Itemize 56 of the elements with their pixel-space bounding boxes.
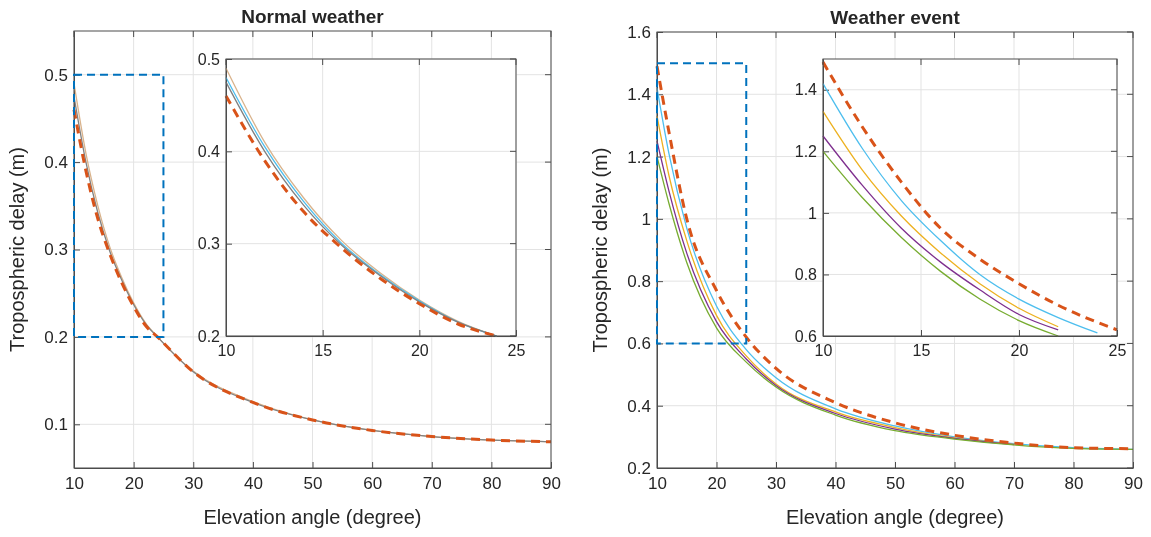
- x-tick-label: 10: [814, 342, 833, 360]
- x-tick-label: 10: [217, 342, 236, 360]
- x-tick-label: 70: [1005, 474, 1024, 494]
- y-tick-label: 0.4: [627, 396, 651, 416]
- x-tick-label: 15: [912, 342, 931, 360]
- x-tick-label: 50: [303, 474, 323, 494]
- x-tick-label: 90: [1124, 474, 1143, 494]
- y-tick-label: 0.4: [44, 153, 68, 173]
- y-axis-title: Tropospheric delay (m): [589, 147, 611, 353]
- y-tick-label: 0.2: [627, 458, 651, 478]
- y-tick-label: 0.8: [794, 266, 818, 284]
- x-tick-label: 10: [65, 474, 84, 494]
- x-axis-title: Elevation angle (degree): [786, 506, 1004, 528]
- y-tick-label: 0.5: [197, 50, 221, 68]
- x-tick-label: 60: [945, 474, 965, 494]
- y-tick-label: 1: [808, 204, 818, 222]
- line-series: [822, 82, 1099, 334]
- line-series: [821, 60, 1119, 332]
- x-tick-label: 60: [363, 474, 383, 494]
- x-tick-label: 40: [243, 474, 263, 494]
- x-tick-label: 50: [886, 474, 905, 494]
- x-tick-label: 25: [507, 342, 526, 360]
- x-tick-label: 90: [542, 474, 561, 494]
- y-tick-label: 1.2: [627, 147, 651, 167]
- y-tick-label: 1.4: [794, 81, 818, 99]
- x-tick-label: 80: [482, 474, 502, 494]
- x-tick-label: 20: [410, 342, 429, 360]
- x-tick-label: 70: [422, 474, 442, 494]
- y-tick-label: 0.3: [197, 235, 221, 253]
- y-tick-label: 1.6: [627, 22, 651, 42]
- x-axis-title: Elevation angle (degree): [203, 506, 422, 528]
- x-tick-label: 80: [1064, 474, 1084, 494]
- y-tick-label: 1: [641, 209, 651, 229]
- y-tick-label: 1.2: [794, 142, 818, 160]
- x-tick-label: 20: [1010, 342, 1029, 360]
- x-tick-label: 30: [184, 474, 204, 494]
- y-tick-label: 0.8: [627, 272, 651, 292]
- y-axis-title: Tropospheric delay (m): [6, 147, 28, 352]
- x-tick-label: 30: [767, 474, 786, 494]
- x-tick-label: 20: [707, 474, 727, 494]
- y-tick-label: 1.4: [627, 85, 651, 105]
- y-tick-label: 0.1: [44, 415, 68, 435]
- y-tick-label: 0.5: [44, 65, 68, 85]
- y-tick-label: 0.6: [794, 327, 818, 345]
- chart-title: Weather event: [830, 7, 961, 28]
- y-tick-label: 0.4: [197, 142, 221, 160]
- y-tick-label: 0.6: [627, 334, 651, 354]
- chart-title: Normal weather: [241, 6, 385, 27]
- x-tick-label: 15: [314, 342, 333, 360]
- y-tick-label: 0.2: [44, 327, 68, 347]
- x-tick-label: 40: [826, 474, 846, 494]
- y-tick-label: 0.3: [44, 240, 68, 260]
- x-tick-label: 20: [124, 474, 144, 494]
- x-tick-label: 10: [648, 474, 667, 494]
- x-tick-label: 25: [1108, 342, 1127, 360]
- y-tick-label: 0.2: [197, 327, 221, 345]
